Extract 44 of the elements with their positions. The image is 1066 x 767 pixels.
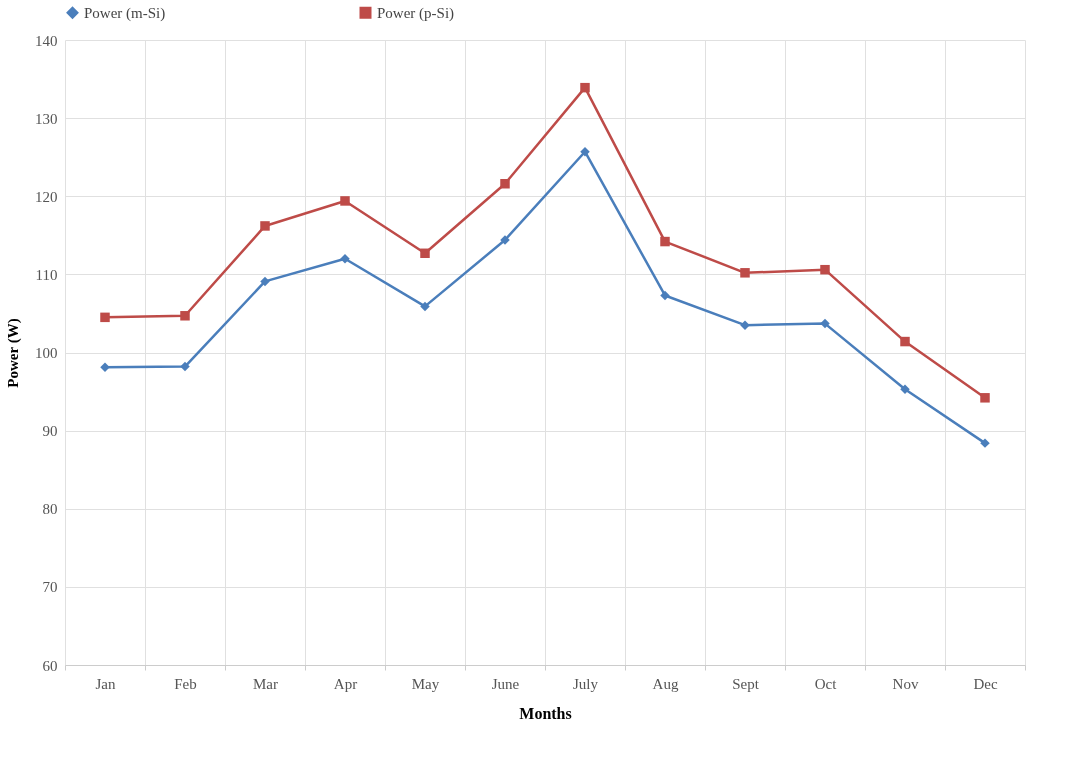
x-tick-label: Apr	[333, 675, 358, 692]
point	[580, 82, 590, 93]
point	[420, 248, 430, 259]
y-tick-label: 80	[42, 501, 58, 518]
x-tick-label: Aug	[652, 675, 679, 692]
x-tick-label: Mar	[253, 675, 278, 692]
point	[100, 312, 110, 323]
x-tick-label: Sept	[732, 675, 760, 692]
y-tick-label: 130	[35, 110, 58, 127]
point	[100, 362, 110, 373]
y-tick-label: 100	[35, 345, 58, 361]
x-axis-title: Months	[519, 704, 572, 722]
point	[260, 276, 270, 287]
x-tick-label: Dec	[973, 675, 998, 692]
x-tick-label: May	[411, 675, 440, 692]
point	[420, 301, 430, 312]
x-tick-label: Nov	[892, 675, 919, 692]
x-tick-label: Feb	[174, 675, 197, 692]
point	[900, 336, 910, 347]
x-tick-label: Jan	[95, 675, 116, 692]
y-tick-label: 120	[35, 188, 58, 205]
y-tick-label: 110	[35, 266, 58, 283]
point	[820, 318, 830, 329]
y-tick-label: 140	[35, 32, 58, 49]
x-tick-label: July	[572, 675, 599, 692]
point	[180, 311, 190, 321]
point	[980, 393, 990, 403]
point	[500, 179, 510, 189]
point	[820, 264, 830, 275]
y-tick-label: 60	[42, 657, 58, 674]
x-tick-label: June	[491, 675, 520, 692]
legend-label: Power (p-Si)	[377, 4, 455, 22]
y-axis-title: Power (W)	[5, 318, 22, 388]
y-tick-label: 90	[42, 423, 58, 440]
point	[260, 221, 270, 231]
point	[340, 196, 350, 206]
point	[740, 268, 750, 278]
point	[660, 236, 670, 247]
legend-label: Power (m-Si)	[84, 4, 166, 22]
point	[660, 290, 670, 301]
point	[180, 361, 190, 372]
x-tick-label: Oct	[814, 675, 838, 692]
y-tick-label: 70	[42, 579, 58, 596]
point	[580, 146, 590, 157]
